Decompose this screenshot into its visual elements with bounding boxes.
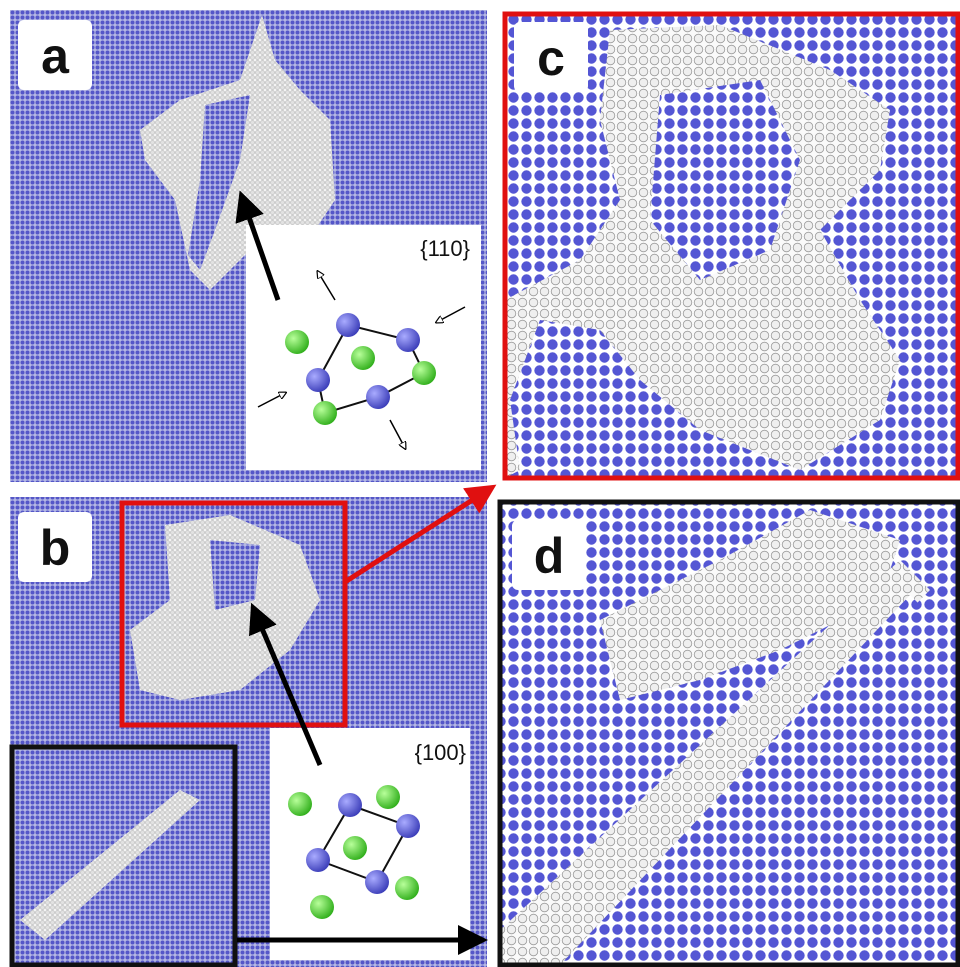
panel-a: a {110} [10,10,487,482]
page: a {110} b {100} [0,0,960,967]
twin-band [210,540,260,610]
inset-label: {110} [420,236,470,261]
inset-label: {100} [415,740,466,765]
panel-label: b [40,520,71,576]
panel-c: c [505,14,958,478]
figure: a {110} b {100} [0,0,960,967]
panel-b: b {100} [10,497,487,967]
panel-label: a [41,28,70,84]
panel-d: d [500,502,958,965]
panel-label: d [534,528,565,584]
panel-label: c [537,30,565,86]
